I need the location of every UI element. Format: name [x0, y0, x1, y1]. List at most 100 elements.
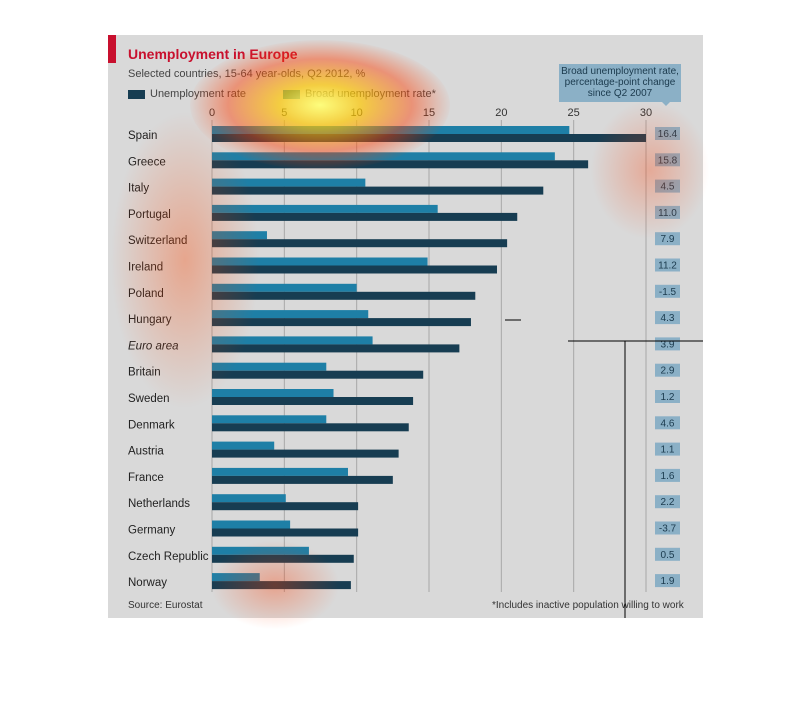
- bar-unemployment-rate: [212, 265, 497, 274]
- category-label: Czech Republic: [128, 551, 209, 563]
- change-value: -3.7: [659, 524, 677, 535]
- bar-unemployment-rate: [212, 502, 359, 511]
- change-value: 11.0: [658, 208, 677, 219]
- x-tick-label-5: 5: [281, 107, 287, 119]
- bar-broad-rate: [212, 310, 369, 319]
- bar-broad-rate: [212, 336, 373, 345]
- bar-broad-rate: [212, 467, 348, 476]
- change-value-box: [655, 311, 680, 325]
- category-label: Germany: [128, 525, 176, 537]
- bar-unemployment-rate: [212, 554, 354, 563]
- change-value: 3.9: [661, 339, 675, 350]
- x-tick-label-25: 25: [568, 107, 580, 119]
- change-value-box: [655, 547, 680, 561]
- bar-unemployment-rate: [212, 370, 424, 379]
- bar-broad-rate: [212, 126, 570, 134]
- category-label: Hungary: [128, 314, 172, 326]
- change-value: 1.9: [661, 576, 675, 587]
- category-label: Switzerland: [128, 235, 187, 247]
- x-tick-label-10: 10: [351, 107, 363, 119]
- category-label: Poland: [128, 288, 164, 300]
- change-value-box: [655, 284, 680, 298]
- bar-unemployment-rate: [212, 318, 471, 327]
- bar-broad-rate: [212, 231, 267, 240]
- bar-broad-rate: [212, 204, 438, 213]
- bar-broad-rate: [212, 546, 309, 555]
- bar-broad-rate: [212, 152, 555, 161]
- change-value: 1.6: [661, 471, 675, 482]
- bar-unemployment-rate: [212, 449, 399, 458]
- category-label: Ireland: [128, 262, 163, 274]
- change-value: 2.9: [661, 366, 675, 377]
- x-tick-label-15: 15: [423, 107, 435, 119]
- category-label: Portugal: [128, 209, 171, 221]
- change-value: 1.1: [661, 445, 675, 456]
- footnote: *Includes inactive population willing to…: [492, 600, 684, 611]
- change-value: 2.2: [661, 497, 675, 508]
- category-label: Sweden: [128, 393, 170, 405]
- bar-broad-rate: [212, 178, 366, 187]
- category-label: Denmark: [128, 419, 175, 431]
- category-label: Italy: [128, 183, 149, 195]
- change-value: 15.8: [658, 155, 678, 166]
- bar-broad-rate: [212, 283, 357, 292]
- x-tick-label-0: 0: [209, 107, 215, 119]
- callout-line-3: since Q2 2007: [587, 88, 653, 99]
- change-value-box: [655, 390, 680, 403]
- change-value: 4.5: [661, 182, 675, 193]
- bar-unemployment-rate: [212, 397, 414, 405]
- category-label: France: [128, 472, 164, 484]
- change-column-header: Broad unemployment rate, percentage-poin…: [559, 64, 681, 102]
- change-value-box: [655, 258, 680, 272]
- category-label: Austria: [128, 446, 164, 458]
- bar-broad-rate: [212, 494, 286, 503]
- change-value-box: [655, 127, 680, 140]
- bar-broad-rate: [212, 441, 275, 450]
- change-value-box: [655, 468, 680, 482]
- legend-swatch-unemployment: [128, 89, 145, 99]
- change-value-box: [655, 416, 680, 430]
- bar-broad-rate: [212, 362, 327, 371]
- change-value-box: [655, 495, 680, 509]
- category-label: Britain: [128, 367, 161, 379]
- bar-broad-rate: [212, 415, 327, 424]
- change-value-box: [655, 179, 680, 193]
- change-value: 0.5: [661, 550, 675, 561]
- change-value-box: [655, 153, 680, 167]
- category-label: Netherlands: [128, 498, 190, 510]
- change-value-box: [655, 205, 680, 219]
- change-value-box: [655, 232, 680, 246]
- change-value: 1.2: [661, 392, 675, 403]
- bar-unemployment-rate: [212, 344, 460, 353]
- bar-unemployment-rate: [212, 186, 544, 195]
- change-value: -1.5: [659, 287, 677, 298]
- x-tick-label-30: 30: [640, 107, 652, 119]
- bar-unemployment-rate: [212, 581, 351, 590]
- change-value: 4.3: [661, 313, 675, 324]
- change-value-box: [655, 521, 680, 535]
- change-value: 4.6: [661, 418, 675, 429]
- callout-pointer: [660, 100, 672, 106]
- category-label: Spain: [128, 130, 157, 142]
- x-tick-label-20: 20: [495, 107, 507, 119]
- change-value-box: [655, 363, 680, 377]
- category-label: Greece: [128, 156, 166, 168]
- change-value: 16.4: [658, 129, 678, 140]
- category-label: Norway: [128, 577, 167, 589]
- bar-unemployment-rate: [212, 475, 393, 484]
- bar-unemployment-rate: [212, 134, 646, 142]
- bar-unemployment-rate: [212, 160, 589, 169]
- brand-accent-bar: [108, 35, 116, 63]
- change-value-box: [655, 442, 680, 456]
- change-value: 7.9: [661, 234, 675, 245]
- bar-unemployment-rate: [212, 212, 518, 221]
- callout-line-2: percentage-point change: [564, 77, 676, 88]
- source-note: Source: Eurostat: [128, 600, 203, 611]
- bar-unemployment-rate: [212, 239, 508, 248]
- bar-broad-rate: [212, 573, 260, 582]
- category-label: Euro area: [128, 340, 179, 352]
- bar-broad-rate: [212, 257, 428, 266]
- change-value-box: [655, 574, 680, 588]
- change-value: 11.2: [658, 261, 677, 272]
